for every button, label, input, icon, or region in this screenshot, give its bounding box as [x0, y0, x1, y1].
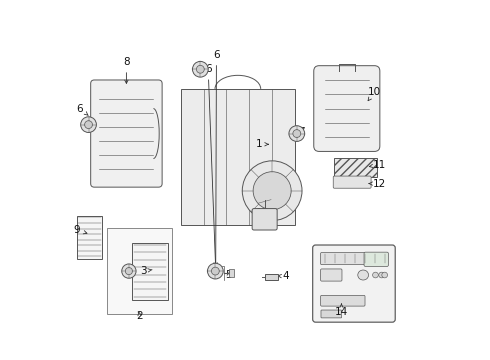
Text: 10: 10 [368, 87, 381, 101]
Bar [229, 269, 234, 277]
Circle shape [81, 117, 97, 132]
Text: 6: 6 [76, 104, 88, 116]
Text: 5: 5 [225, 270, 232, 280]
FancyBboxPatch shape [320, 252, 365, 265]
Circle shape [211, 267, 220, 275]
Text: 6: 6 [213, 50, 220, 266]
FancyBboxPatch shape [314, 66, 380, 152]
Circle shape [207, 263, 223, 279]
Text: 6: 6 [205, 64, 217, 266]
Text: 13: 13 [256, 208, 270, 218]
Bar [181, 89, 295, 225]
Circle shape [193, 62, 208, 77]
Bar [107, 228, 172, 314]
Bar [266, 274, 278, 280]
Text: 4: 4 [278, 271, 289, 282]
FancyBboxPatch shape [91, 80, 162, 187]
Circle shape [379, 272, 385, 278]
Circle shape [122, 264, 136, 278]
Text: 2: 2 [136, 311, 143, 321]
Ellipse shape [358, 270, 368, 280]
FancyBboxPatch shape [364, 252, 389, 266]
Circle shape [253, 172, 291, 210]
Circle shape [372, 272, 378, 278]
Circle shape [196, 65, 204, 73]
Bar [334, 158, 377, 177]
Circle shape [125, 267, 132, 275]
Text: 9: 9 [74, 225, 87, 235]
FancyBboxPatch shape [320, 296, 365, 306]
Text: 11: 11 [369, 159, 386, 170]
Bar [77, 216, 102, 258]
Text: 12: 12 [369, 179, 386, 189]
Bar [132, 243, 168, 300]
Text: 3: 3 [140, 266, 152, 276]
Text: 14: 14 [335, 304, 348, 317]
FancyBboxPatch shape [333, 176, 371, 188]
Text: 7: 7 [298, 127, 305, 137]
Circle shape [242, 161, 302, 221]
Text: 8: 8 [123, 57, 130, 84]
FancyBboxPatch shape [320, 269, 342, 281]
FancyBboxPatch shape [313, 245, 395, 322]
Circle shape [382, 272, 388, 278]
Text: 1: 1 [256, 139, 269, 149]
Circle shape [289, 126, 305, 141]
FancyBboxPatch shape [252, 208, 277, 230]
Circle shape [293, 130, 301, 138]
FancyBboxPatch shape [321, 310, 342, 318]
Circle shape [85, 121, 93, 129]
